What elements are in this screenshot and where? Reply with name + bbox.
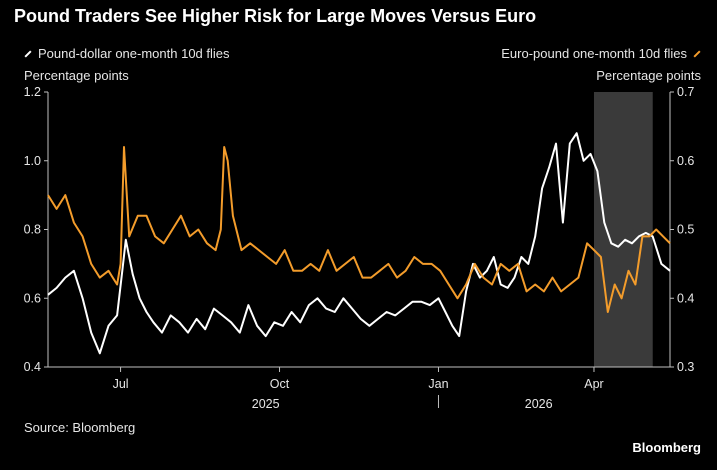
right-tick-label-1: 0.4 (677, 291, 694, 305)
year-label-1: 2026 (525, 397, 553, 411)
chart-title: Pound Traders See Higher Risk for Large … (14, 6, 537, 26)
legend-item-eurgbp: Euro-pound one-month 10d flies (501, 46, 701, 61)
legend-label-gbpusd: Pound-dollar one-month 10d flies (38, 46, 230, 61)
x-tick-label-0: Jul (113, 377, 129, 391)
series-line-gbpusd (47, 132, 671, 355)
x-tick-label-2: Jan (428, 377, 448, 391)
legend-item-gbpusd: Pound-dollar one-month 10d flies (24, 46, 230, 61)
left-tick-label-1: 0.6 (24, 291, 41, 305)
left-axis-label: Percentage points (24, 68, 129, 83)
x-tick-label-1: Oct (270, 377, 290, 391)
right-tick-label-2: 0.5 (677, 223, 694, 237)
year-label-0: 2025 (252, 397, 280, 411)
right-tick-label-4: 0.7 (677, 85, 694, 99)
right-axis-label: Percentage points (596, 68, 701, 83)
brand-logo: Bloomberg (632, 440, 701, 455)
right-tick-label-3: 0.6 (677, 154, 694, 168)
right-tick-label-0: 0.3 (677, 360, 694, 374)
source-note: Source: Bloomberg (24, 420, 136, 435)
shaded-period (593, 92, 653, 367)
series-line-eurgbp (47, 146, 671, 313)
left-tick-label-2: 0.8 (24, 223, 41, 237)
x-tick-label-3: Apr (584, 377, 603, 391)
left-tick-label-4: 1.2 (24, 85, 41, 99)
left-tick-label-3: 1.0 (24, 154, 41, 168)
legend-label-eurgbp: Euro-pound one-month 10d flies (501, 46, 687, 61)
left-tick-label-0: 0.4 (24, 360, 41, 374)
